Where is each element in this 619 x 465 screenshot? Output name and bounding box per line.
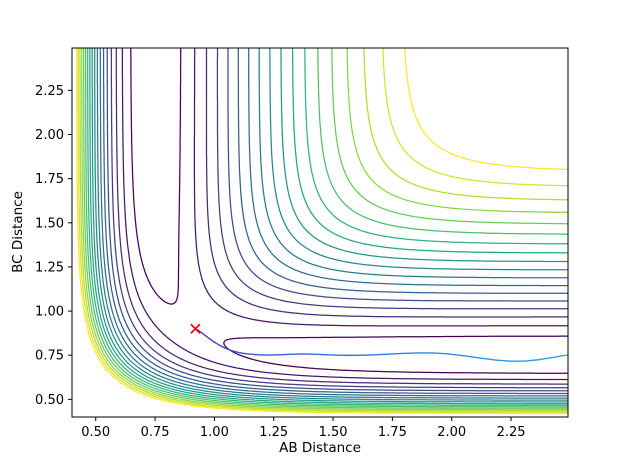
y-axis-label: BC Distance [10,191,26,273]
y-tick-label: 0.50 [35,393,64,408]
y-tick-label: 1.75 [35,172,64,187]
x-tick-label: 0.75 [141,425,170,440]
x-tick-label: 0.50 [81,425,110,440]
y-tick-label: 2.25 [35,84,64,99]
trajectory-path [197,329,568,362]
y-axis-ticks: 0.50 0.75 1.00 1.25 1.50 1.75 2.00 2.25 [35,84,72,408]
x-axis-label: AB Distance [279,440,361,456]
y-tick-label: 2.00 [35,128,64,143]
y-tick-label: 0.75 [35,349,64,364]
x-tick-label: 1.75 [378,425,407,440]
contour-lines [76,48,568,415]
x-tick-label: 2.00 [437,425,466,440]
saddle-point-x-marker [190,323,201,334]
x-tick-label: 1.00 [200,425,229,440]
y-tick-label: 1.25 [35,260,64,275]
x-tick-label: 1.25 [259,425,288,440]
x-axis-ticks: 0.50 0.75 1.00 1.25 1.50 1.75 2.00 2.25 [81,417,526,440]
x-tick-label: 1.50 [319,425,348,440]
y-tick-label: 1.00 [35,305,64,320]
axes-frame [71,47,569,418]
y-tick-label: 1.50 [35,216,64,231]
x-tick-label: 2.25 [497,425,526,440]
